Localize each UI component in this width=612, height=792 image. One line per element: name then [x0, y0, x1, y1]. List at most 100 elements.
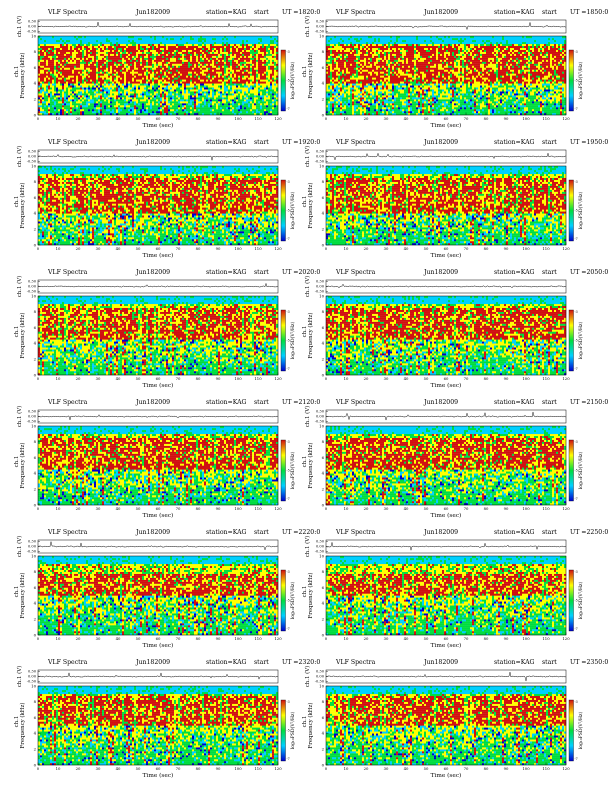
spectrogram-cell	[90, 93, 93, 96]
spectrogram-cell	[232, 53, 235, 56]
spectrogram-cell	[276, 79, 279, 82]
freq-ytick-label: 6	[34, 65, 37, 70]
spectrogram-cell	[66, 105, 69, 108]
spectrogram-cell	[216, 57, 219, 60]
spectrogram-cell	[328, 87, 331, 90]
spectrogram-cell	[326, 73, 329, 76]
spectrogram-cell	[46, 85, 49, 88]
spectrogram-cell	[212, 61, 215, 64]
spectrogram-cell	[160, 75, 163, 78]
spectrogram-cell	[166, 65, 169, 68]
spectrogram-cell	[180, 47, 183, 50]
spectrogram-cell	[248, 111, 251, 114]
spectrogram-cell	[150, 91, 153, 94]
spectrogram-cell	[60, 95, 63, 98]
spectrogram-cell	[220, 39, 223, 43]
spectrogram-cell	[250, 93, 253, 96]
spectrogram-cell	[174, 65, 177, 68]
spectrogram-cell	[328, 113, 331, 116]
spectrogram-cell	[236, 97, 239, 100]
spectrogram-cell	[96, 45, 99, 49]
spectrogram-cell	[70, 39, 73, 43]
spectrogram-cell	[242, 91, 245, 94]
spectrogram-cell	[146, 99, 149, 102]
spectrogram-cell	[242, 95, 245, 98]
spectrogram-cell	[92, 55, 95, 58]
spectrogram-cell	[130, 85, 133, 88]
spectrogram-cell	[100, 63, 103, 66]
spectrogram-cell	[220, 89, 223, 92]
spectrogram-cell	[128, 109, 131, 112]
spectrogram-cell	[170, 36, 173, 39]
spectrogram-cell	[162, 91, 165, 94]
spectrogram-cell	[190, 47, 193, 50]
spectrogram-cell	[244, 75, 247, 78]
spectrogram-cell	[248, 71, 251, 74]
spectrogram-cell	[166, 45, 169, 49]
spectrogram-cell	[192, 81, 195, 84]
spectrogram-cell	[254, 43, 257, 47]
spectrogram-cell	[214, 83, 217, 86]
spectrogram-cell	[132, 47, 135, 50]
spectrogram-cell	[80, 47, 83, 50]
spectrogram-cell	[54, 39, 57, 43]
spectrogram-cell	[58, 81, 61, 84]
spectrogram-cell	[178, 73, 181, 76]
spectrogram-cell	[192, 51, 195, 54]
spectrogram-cell	[184, 83, 187, 86]
spectrogram-cell	[160, 37, 163, 41]
spectrogram-cell	[272, 103, 275, 106]
spectrogram-cell	[120, 59, 123, 62]
spectrogram-cell	[90, 67, 93, 70]
spectrogram-cell	[98, 51, 101, 54]
spectrogram-cell	[154, 36, 157, 39]
spectrogram-cell	[270, 65, 273, 68]
spectrogram-cell	[136, 53, 139, 56]
spectrogram-cell	[266, 99, 269, 102]
spectrogram-cell	[98, 83, 101, 86]
spectrogram-cell	[234, 36, 237, 39]
spectrogram-cell	[202, 71, 205, 74]
spectrogram-cell	[196, 73, 199, 76]
spectrogram-cell	[78, 109, 81, 112]
spectrogram-cell	[216, 85, 219, 88]
spectrogram-cell	[142, 113, 145, 116]
spectrogram-cell	[146, 37, 149, 41]
spectrogram-cell	[84, 103, 87, 106]
spectrogram-cell	[170, 43, 173, 47]
panel-title-station: station=KAG	[494, 9, 535, 16]
spectrogram-cell	[214, 113, 217, 116]
spectrogram-cell	[216, 113, 219, 116]
spectrogram-cell	[50, 87, 53, 90]
spectrogram-cell	[70, 73, 73, 76]
spectrogram-cell	[68, 37, 71, 41]
spectrogram-cell	[50, 101, 53, 104]
spectrogram-cell	[70, 113, 73, 116]
spectrogram-cell	[262, 49, 265, 52]
spectrogram-cell	[52, 109, 55, 112]
spectrogram-cell	[58, 101, 61, 104]
spectrogram-cell	[96, 91, 99, 94]
spectrogram-cell	[180, 103, 183, 106]
spectrogram-cell	[130, 69, 133, 72]
spectrogram-cell	[258, 105, 261, 108]
spectrogram-cell	[222, 47, 225, 50]
spectrogram-cell	[182, 95, 185, 98]
spectrogram-cell	[72, 89, 75, 92]
spectrogram-cell	[92, 36, 95, 39]
spectrogram-cell	[66, 101, 69, 104]
spectrogram-cell	[78, 85, 81, 88]
spectrogram-cell	[200, 69, 203, 72]
spectrogram-cell	[172, 73, 175, 76]
spectrogram-cell	[132, 59, 135, 62]
spectrogram-cell	[216, 75, 219, 78]
spectrogram-cell	[328, 99, 331, 102]
spectrogram-cell	[326, 105, 329, 108]
spectrogram-cell	[244, 55, 247, 58]
spectrogram-cell	[214, 41, 217, 45]
spectrogram-cell	[56, 69, 59, 72]
spectrogram-cell	[76, 99, 79, 102]
spectrogram-cell	[246, 41, 249, 45]
spectrogram-cell	[140, 71, 143, 74]
spectrogram-cell	[260, 77, 263, 80]
